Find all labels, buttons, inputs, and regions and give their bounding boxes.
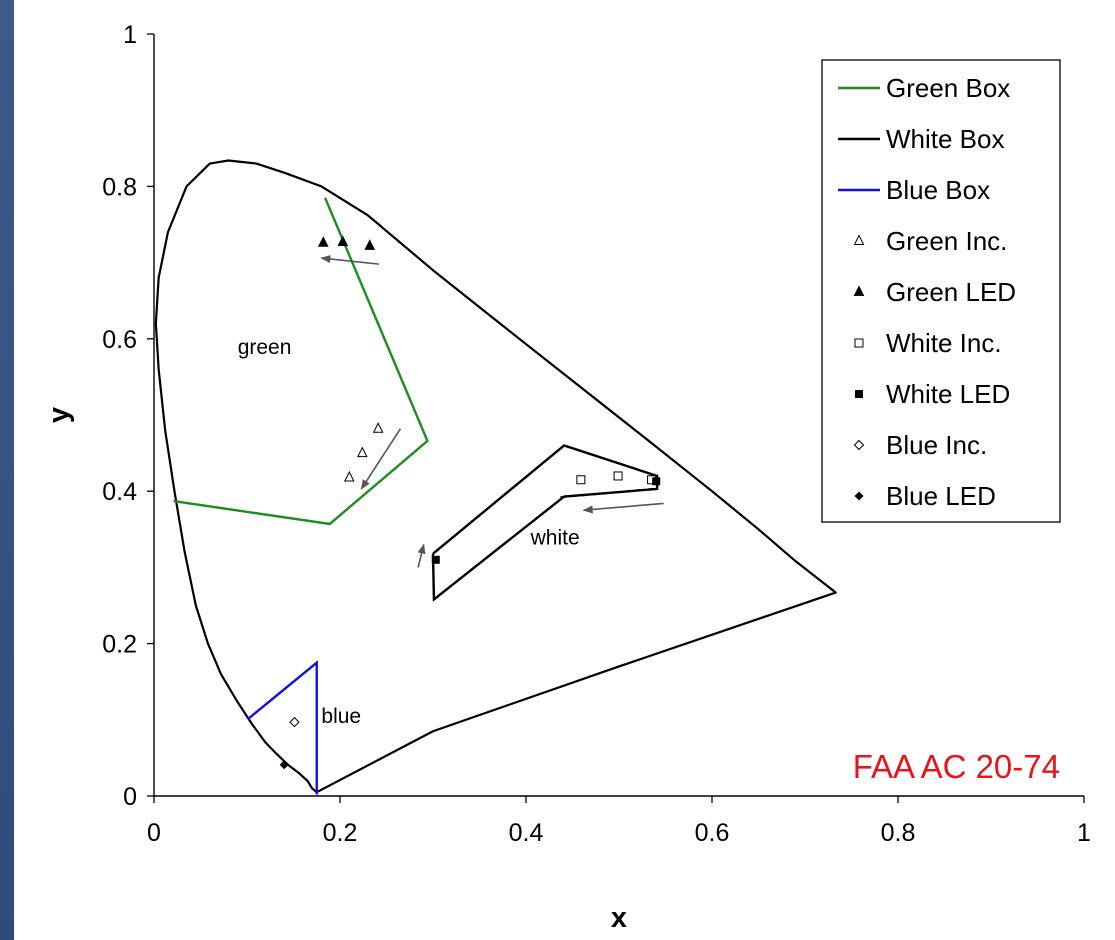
green-led-point — [337, 235, 349, 247]
region-label-green: green — [238, 336, 292, 359]
series-green-box — [173, 197, 429, 526]
legend-label: Blue Inc. — [886, 430, 987, 460]
shift-arrow — [320, 254, 380, 265]
white-inc-point — [576, 475, 586, 485]
series-white-inc — [576, 471, 657, 485]
standard-reference-label: FAA AC 20-74 — [853, 748, 1060, 785]
legend-item-white-inc: White Inc. — [854, 328, 1002, 358]
legend-label: White Box — [886, 124, 1005, 154]
white-led-point — [652, 477, 661, 486]
series-white-box — [431, 444, 659, 602]
series-blue-led — [279, 760, 289, 770]
legend-item-blue-inc: Blue Inc. — [853, 430, 987, 460]
legend-label: White LED — [886, 379, 1010, 409]
series-green-led — [317, 235, 376, 250]
legend-item-blue-box: Blue Box — [838, 175, 990, 205]
green-inc-point — [343, 470, 355, 482]
legend-label: Green LED — [886, 277, 1016, 307]
white-led-point — [431, 555, 440, 564]
legend-item-blue-led: Blue LED — [854, 481, 996, 511]
series-blue-box — [247, 660, 318, 795]
legend-item-green-led: Green LED — [853, 277, 1016, 307]
white-inc-point — [613, 471, 623, 481]
legend-swatch-marker — [854, 338, 864, 348]
x-tick-label: 0 — [147, 819, 161, 847]
legend-swatch-marker — [853, 439, 865, 451]
x-axis-title: x — [611, 902, 627, 934]
legend-label: Green Box — [886, 73, 1010, 103]
y-axis-title: y — [43, 407, 75, 423]
region-label-white: white — [530, 527, 580, 550]
y-tick-label: 0.8 — [102, 173, 137, 201]
green-inc-point — [357, 446, 368, 458]
legend-label: Green Inc. — [886, 226, 1007, 256]
white-box-line — [431, 444, 659, 602]
region-label-blue: blue — [321, 705, 361, 728]
blue-inc-point — [289, 716, 300, 728]
legend-label: Blue LED — [886, 481, 996, 511]
legend-label: Blue Box — [886, 175, 990, 205]
y-tick-label: 0 — [123, 783, 137, 811]
x-tick-label: 1 — [1077, 819, 1091, 847]
x-tick-label: 0.4 — [509, 819, 544, 847]
y-tick-label: 0.6 — [102, 326, 137, 354]
legend-swatch-marker — [855, 390, 863, 398]
legend-item-green-box: Green Box — [838, 73, 1010, 103]
chromaticity-chart: 0 0.2 0.4 0.6 0.8 1 0 0.2 0.4 0.6 0.8 1 green white b… — [43, 21, 1091, 934]
blue-box-line — [247, 660, 318, 795]
x-tick-label: 0.6 — [695, 819, 730, 847]
series-layer — [173, 197, 661, 795]
y-tick-label: 0.2 — [102, 631, 137, 659]
axes: 0 0.2 0.4 0.6 0.8 1 0 0.2 0.4 0.6 0.8 1 — [102, 21, 1091, 847]
y-tick-label: 1 — [123, 21, 137, 49]
spectral-locus-line — [154, 159, 837, 794]
shift-arrow — [360, 428, 402, 490]
legend-swatch-marker — [854, 491, 864, 501]
green-box-line — [173, 197, 429, 526]
x-tick-label: 0.2 — [323, 819, 358, 847]
white-shift-arrow — [582, 502, 664, 514]
shift-arrow — [417, 543, 426, 568]
page-canvas: 0 0.2 0.4 0.6 0.8 1 0 0.2 0.4 0.6 0.8 1 green white b… — [14, 0, 1115, 940]
legend-item-white-led: White LED — [855, 379, 1010, 409]
y-tick-label: 0.4 — [102, 478, 137, 506]
x-tick-label: 0.8 — [881, 819, 916, 847]
annotation-layer: green white blue — [238, 254, 664, 728]
blue-led-point — [279, 760, 289, 770]
legend-swatch-marker — [853, 234, 865, 245]
spectral-locus-layer — [154, 159, 837, 794]
legend-item-white-box: White Box — [838, 124, 1005, 154]
green-led-point — [317, 236, 329, 247]
series-blue-inc — [289, 716, 300, 728]
series-white-led — [431, 477, 661, 564]
legend-label: White Inc. — [886, 328, 1002, 358]
legend-item-green-inc: Green Inc. — [853, 226, 1007, 256]
series-green-inc — [343, 422, 384, 482]
legend-swatch-marker — [853, 285, 865, 296]
white-box-dashed-edge — [560, 487, 654, 499]
legend: Green Box White Box Blue Box Green Inc. Gree… — [821, 59, 1061, 523]
green-inc-point — [372, 422, 384, 433]
green-led-point — [364, 239, 376, 250]
